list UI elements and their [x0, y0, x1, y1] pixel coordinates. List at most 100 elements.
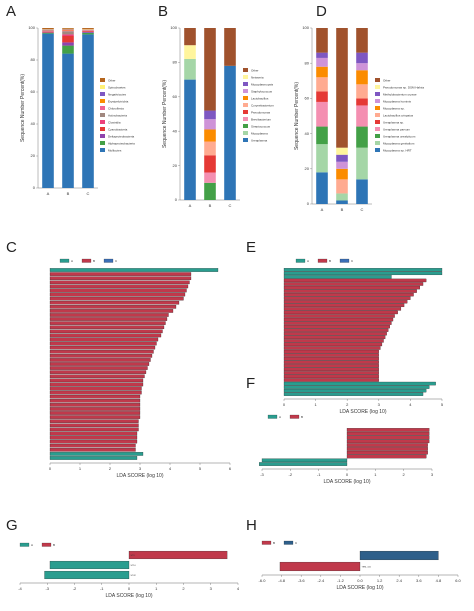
legend-swatch — [375, 85, 380, 89]
bar-segment — [62, 34, 74, 36]
lda-bar — [49, 313, 169, 317]
x-tick-label: B — [209, 203, 212, 208]
y-tick-label: 40 — [173, 128, 178, 133]
bar-segment — [62, 31, 74, 35]
lda-bar — [283, 356, 379, 361]
legend-label: Mycoplasma sp. — [383, 107, 405, 111]
x-tick-label: -4 — [18, 586, 22, 591]
lda-bar — [49, 288, 187, 293]
lda-bar — [49, 386, 142, 391]
x-tick-label: 1 — [314, 402, 317, 407]
legend-label: Pseudomonas sp. DSM Hafnia — [383, 86, 424, 90]
bar-segment — [42, 30, 54, 32]
legend-swatch — [375, 92, 380, 96]
legend-swatch — [100, 113, 105, 117]
x-tick-label: -3.6 — [298, 578, 306, 583]
lda-bar — [49, 407, 141, 411]
lda-bar — [283, 342, 383, 347]
x-tick-label: 5 — [441, 402, 444, 407]
y-tick-label: 80 — [31, 57, 36, 62]
bar-segment — [204, 28, 216, 111]
legend-swatch — [100, 78, 105, 82]
panel-a-stacked-bar-chart: 0 20 40 60 80 100 Sequence Number Percent(%) A B… — [20, 25, 135, 196]
legend-swatch — [375, 113, 380, 117]
legend-label: B — [53, 543, 55, 547]
legend-swatch — [375, 141, 380, 145]
bar-segment — [356, 105, 368, 127]
lda-bar — [49, 382, 144, 387]
lda-bar — [283, 339, 384, 343]
legend-label: B — [93, 259, 95, 263]
y-tick-label: 40 — [31, 121, 36, 126]
lda-bar — [283, 292, 414, 297]
y-tick-label: 40 — [305, 131, 310, 136]
legend-swatch — [100, 120, 105, 124]
y-tick-label: 0 — [307, 201, 310, 206]
y-tick-label: 60 — [31, 89, 36, 94]
x-tick-label: 0 — [128, 586, 131, 591]
panel-e-lda-chart: 0 1 2 3 4 5 LDA SCORE (log 10) A B C — [283, 258, 444, 415]
bar-segment — [184, 45, 196, 59]
lda-bar — [49, 317, 168, 321]
x-axis-title: LDA SCORE (log 10) — [337, 585, 384, 591]
bar-segment — [316, 77, 328, 92]
bar-segment — [62, 45, 74, 54]
x-tick-label: C — [229, 203, 232, 208]
bar-segment — [316, 91, 328, 102]
lda-bar — [283, 332, 387, 336]
x-tick-label: 4.8 — [436, 578, 442, 583]
y-tick-label: 100 — [170, 25, 177, 30]
lda-bar — [283, 353, 379, 357]
legend-swatch — [100, 85, 105, 89]
bar-segment — [336, 200, 348, 204]
lda-bar — [49, 349, 154, 354]
panel-d-stacked-bar-chart: 0 20 40 60 80 100 Sequence Number Percent(%) A B… — [294, 25, 424, 212]
legend-label: Other — [251, 69, 259, 73]
legend-swatch — [375, 106, 380, 110]
legend-label: Neisseria — [251, 76, 264, 80]
lda-bar — [283, 314, 395, 318]
lda-bar — [49, 284, 189, 289]
lda-bar — [49, 452, 144, 456]
x-tick-label: C — [87, 191, 90, 196]
lda-bar — [283, 300, 408, 304]
lda-bar — [49, 358, 151, 362]
bar-segment — [42, 28, 54, 30]
bar-segment — [62, 42, 74, 46]
lda-bar — [49, 292, 186, 297]
legend-label: Deltaproteobacteria — [108, 135, 135, 139]
legend-swatch — [339, 258, 350, 263]
lda-bar — [283, 374, 379, 379]
bar-segment — [336, 193, 348, 201]
legend-label: Brevibacterium — [251, 118, 272, 122]
bar-segment — [184, 58, 196, 80]
lda-bar — [49, 325, 165, 330]
y-tick-label: 0 — [175, 197, 178, 202]
legend-label: Lactobacillus — [251, 97, 269, 101]
bar-segment — [42, 31, 54, 33]
lda-bar — [346, 435, 430, 440]
lda-bar — [49, 309, 174, 313]
panel-b-stacked-bar-chart: 0 20 40 60 80 100 Sequence Number Percent(%) A B… — [162, 25, 274, 208]
lda-bar — [49, 378, 144, 383]
x-tick-label: 6.0 — [455, 578, 461, 583]
lda-bar — [49, 439, 138, 444]
legend-label: A — [307, 259, 309, 263]
bar-segment — [356, 28, 368, 53]
legend-label: Other — [108, 79, 116, 83]
lda-bar — [346, 454, 427, 459]
lda-bar — [283, 385, 430, 389]
x-tick-label: B — [341, 207, 344, 212]
y-axis-title: Sequence Number Percent(%) — [20, 74, 26, 142]
lda-bar — [49, 362, 150, 366]
lda-bar — [49, 456, 138, 460]
bar-segment — [336, 147, 348, 155]
lda-bar — [49, 300, 180, 305]
lda-bar — [49, 268, 219, 272]
legend-label: Mycoplasma sp. HRT — [383, 149, 412, 153]
legend-label: Mycoplasmopsis — [251, 83, 274, 87]
lda-bar — [283, 349, 379, 354]
lda-bar — [283, 271, 443, 276]
legend-swatch — [375, 127, 380, 131]
legend-swatch — [283, 540, 294, 545]
